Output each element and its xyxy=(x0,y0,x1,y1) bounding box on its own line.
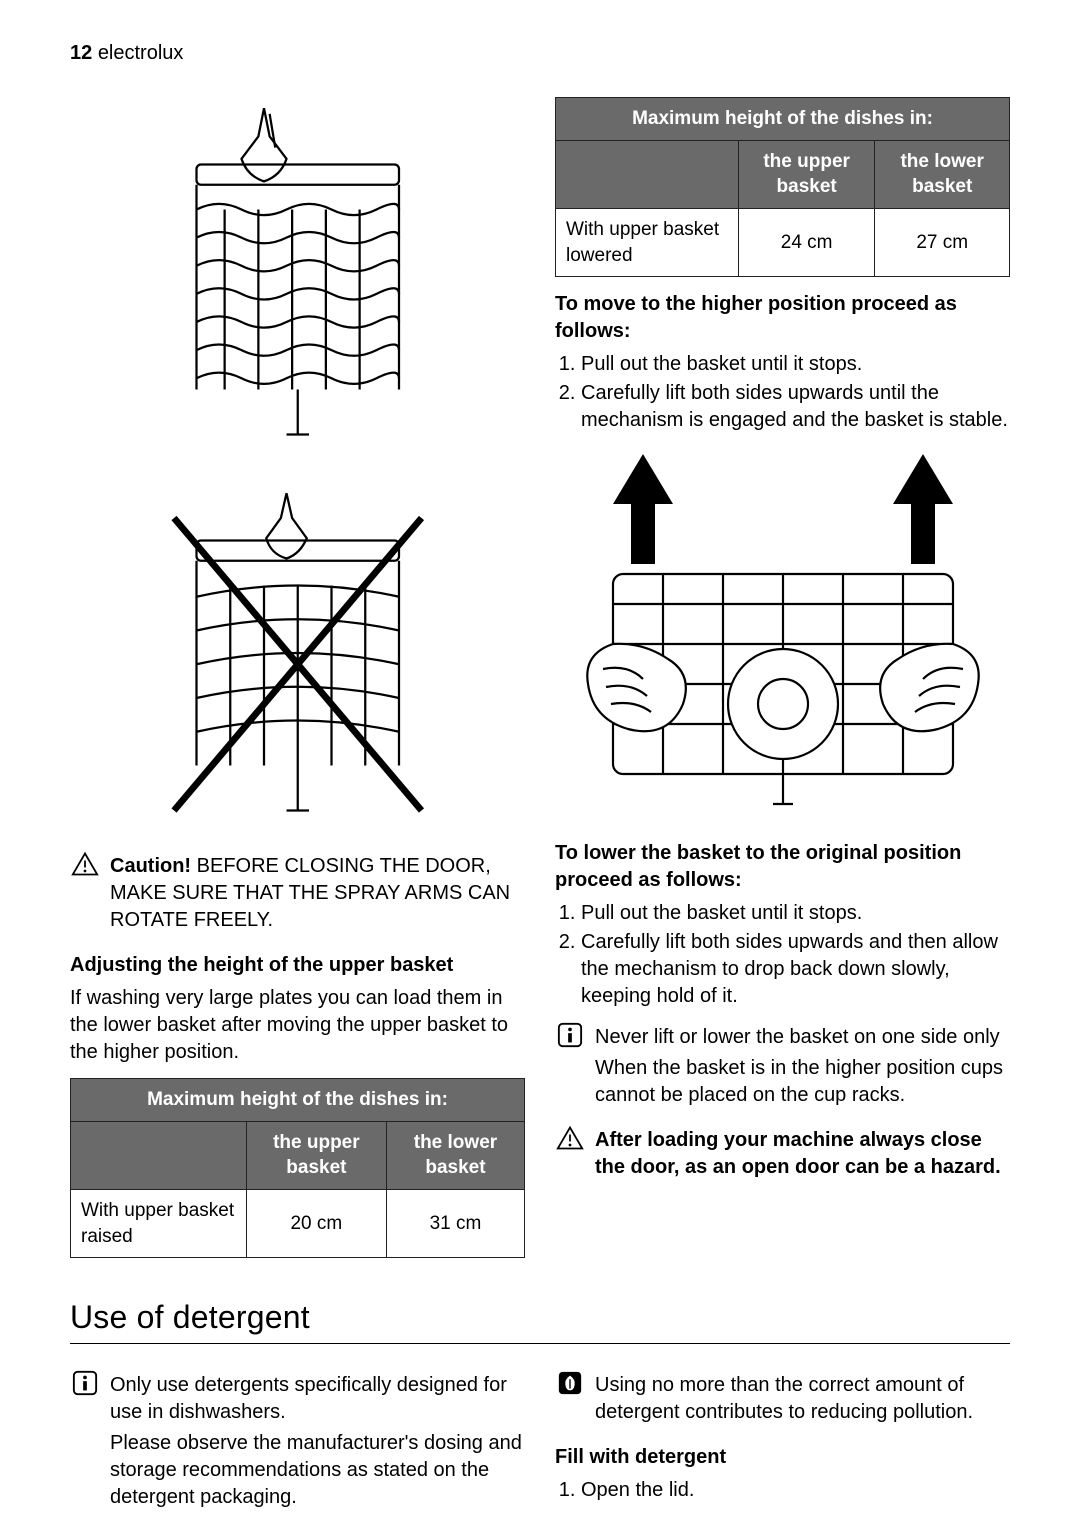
table2-rowlabel: With upper basket lowered xyxy=(556,208,739,276)
detergent-eco-text: Using no more than the correct amount of… xyxy=(595,1372,1010,1426)
detergent-right: Using no more than the correct amount of… xyxy=(555,1358,1010,1525)
info-text-block: Never lift or lower the basket on one si… xyxy=(595,1020,1010,1113)
warning-after-loading: After loading your machine always close … xyxy=(555,1123,1010,1185)
caution-text: Caution! BEFORE CLOSING THE DOOR, MAKE S… xyxy=(110,853,525,934)
detergent-info1: Only use detergents specifically designe… xyxy=(70,1368,525,1515)
left-column: Caution! BEFORE CLOSING THE DOOR, MAKE S… xyxy=(70,97,525,1266)
table1-h3: the lower basket xyxy=(386,1121,524,1189)
detergent-eco: Using no more than the correct amount of… xyxy=(555,1368,1010,1430)
warning-icon xyxy=(555,1125,585,1151)
brand-name: electrolux xyxy=(98,42,184,64)
after-loading-text: After loading your machine always close … xyxy=(595,1127,1010,1181)
list-item: Carefully lift both sides upwards until … xyxy=(581,380,1010,434)
table1-caption: Maximum height of the dishes in: xyxy=(71,1079,525,1122)
table1-lower: 31 cm xyxy=(386,1189,524,1257)
table2-h3: the lower basket xyxy=(875,140,1010,208)
adjust-paragraph: If washing very large plates you can loa… xyxy=(70,985,525,1066)
detergent-info1-line1: Only use detergents specifically designe… xyxy=(110,1372,525,1426)
table-row: With upper basket raised 20 cm 31 cm xyxy=(71,1189,525,1257)
info-never-lift: Never lift or lower the basket on one si… xyxy=(555,1020,1010,1113)
eco-icon xyxy=(555,1370,585,1396)
basket-incorrect-svg xyxy=(129,473,467,833)
table2-lower: 27 cm xyxy=(875,208,1010,276)
caution-lead: Caution! xyxy=(110,855,191,877)
detergent-title: Use of detergent xyxy=(70,1296,1010,1339)
detergent-left: Only use detergents specifically designe… xyxy=(70,1358,525,1525)
detergent-info1-line2: Please observe the manufacturer's dosing… xyxy=(110,1430,525,1511)
table2-h1 xyxy=(556,140,739,208)
info-icon xyxy=(70,1370,100,1396)
basket-correct-svg xyxy=(129,97,467,457)
page-header: 12 electrolux xyxy=(70,40,1010,67)
table1-upper: 20 cm xyxy=(246,1189,386,1257)
table1-h2: the upper basket xyxy=(246,1121,386,1189)
list-item: Pull out the basket until it stops. xyxy=(581,900,1010,927)
illustration-incorrect-loading xyxy=(70,473,525,833)
detergent-info1-text: Only use detergents specifically designe… xyxy=(110,1368,525,1515)
table1-rowlabel: With upper basket raised xyxy=(71,1189,247,1257)
adjust-heading: Adjusting the height of the upper basket xyxy=(70,952,525,979)
list-item: Open the lid. xyxy=(581,1477,1010,1504)
move-higher-heading: To move to the higher position proceed a… xyxy=(555,291,1010,345)
lower-heading: To lower the basket to the original posi… xyxy=(555,840,1010,894)
illustration-correct-loading xyxy=(70,97,525,457)
table2-caption: Maximum height of the dishes in: xyxy=(556,98,1010,141)
info-icon xyxy=(555,1022,585,1048)
table2-upper: 24 cm xyxy=(738,208,874,276)
caution-callout: Caution! BEFORE CLOSING THE DOOR, MAKE S… xyxy=(70,849,525,938)
list-item: Pull out the basket until it stops. xyxy=(581,351,1010,378)
height-table-raised: Maximum height of the dishes in: the upp… xyxy=(70,1078,525,1258)
list-item: Carefully lift both sides upwards and th… xyxy=(581,929,1010,1010)
section-divider xyxy=(70,1343,1010,1344)
lower-steps: Pull out the basket until it stops. Care… xyxy=(555,900,1010,1010)
lift-basket-svg xyxy=(573,444,993,824)
illustration-lift-basket xyxy=(555,444,1010,824)
main-columns: Caution! BEFORE CLOSING THE DOOR, MAKE S… xyxy=(70,97,1010,1266)
table1-h1 xyxy=(71,1121,247,1189)
right-column: Maximum height of the dishes in: the upp… xyxy=(555,97,1010,1266)
detergent-columns: Only use detergents specifically designe… xyxy=(70,1358,1010,1525)
fill-heading: Fill with detergent xyxy=(555,1444,1010,1471)
fill-steps: Open the lid. xyxy=(555,1477,1010,1504)
info-line1: Never lift or lower the basket on one si… xyxy=(595,1024,1010,1051)
page-number: 12 xyxy=(70,42,92,64)
warning-icon xyxy=(70,851,100,877)
table2-h2: the upper basket xyxy=(738,140,874,208)
height-table-lowered: Maximum height of the dishes in: the upp… xyxy=(555,97,1010,277)
table-row: With upper basket lowered 24 cm 27 cm xyxy=(556,208,1010,276)
move-higher-steps: Pull out the basket until it stops. Care… xyxy=(555,351,1010,434)
info-line2: When the basket is in the higher positio… xyxy=(595,1055,1010,1109)
